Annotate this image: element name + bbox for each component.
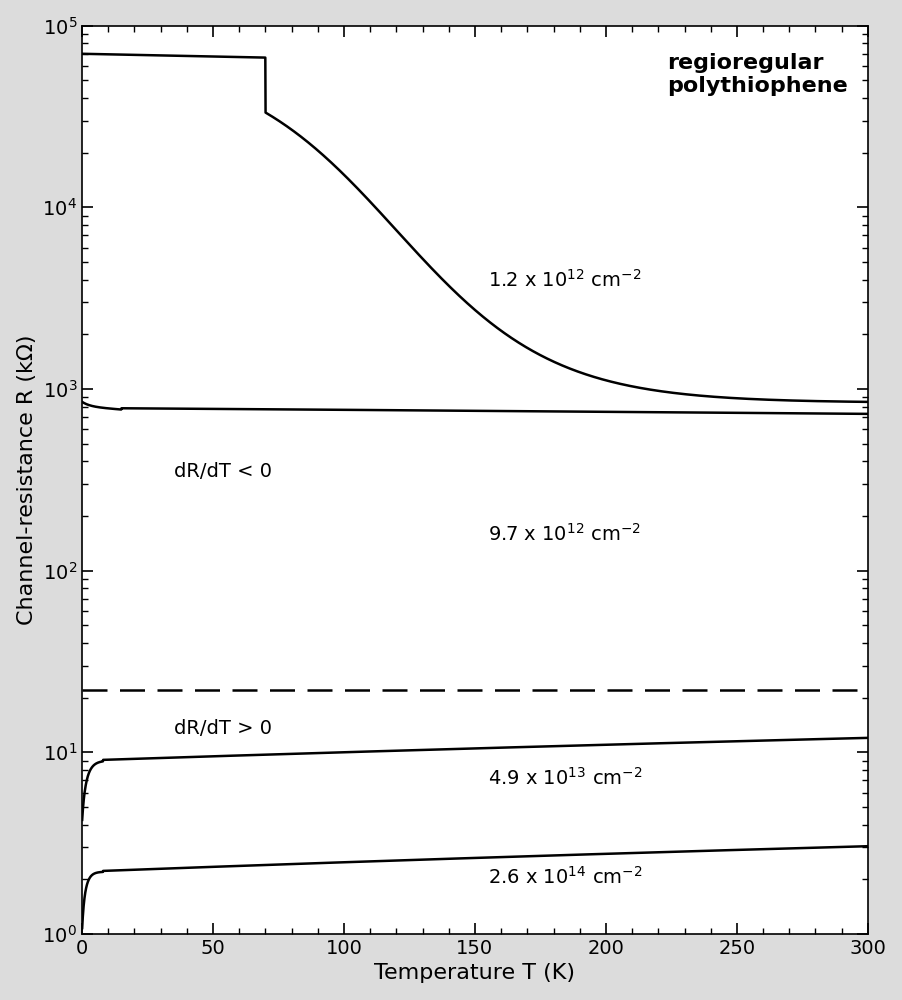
Text: regioregular
polythiophene: regioregular polythiophene <box>667 53 847 96</box>
X-axis label: Temperature T (K): Temperature T (K) <box>374 963 575 983</box>
Text: 4.9 x 10$^{13}$ cm$^{-2}$: 4.9 x 10$^{13}$ cm$^{-2}$ <box>487 767 642 789</box>
Text: 9.7 x 10$^{12}$ cm$^{-2}$: 9.7 x 10$^{12}$ cm$^{-2}$ <box>487 523 640 544</box>
Text: dR/dT > 0: dR/dT > 0 <box>173 719 272 738</box>
Text: 1.2 x 10$^{12}$ cm$^{-2}$: 1.2 x 10$^{12}$ cm$^{-2}$ <box>487 269 640 291</box>
Text: 2.6 x 10$^{14}$ cm$^{-2}$: 2.6 x 10$^{14}$ cm$^{-2}$ <box>487 866 642 888</box>
Text: dR/dT < 0: dR/dT < 0 <box>173 462 272 481</box>
Y-axis label: Channel-resistance R (kΩ): Channel-resistance R (kΩ) <box>16 335 37 625</box>
